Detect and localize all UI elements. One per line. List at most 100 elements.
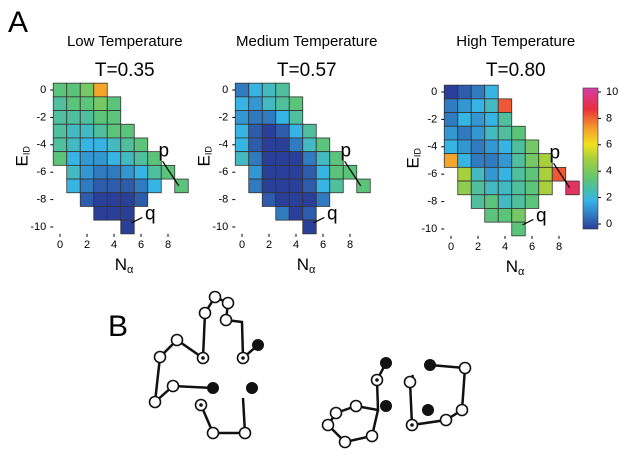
heatmap-cell — [329, 178, 344, 194]
heatmap-cell — [79, 96, 95, 111]
heatmap-cell — [261, 151, 277, 166]
heatmap-cell — [106, 164, 122, 180]
heatmap-cell — [120, 137, 135, 153]
heatmap-cell — [511, 166, 526, 182]
heatmap-cell — [288, 192, 304, 207]
y-axis-label-main: E — [13, 155, 32, 166]
heatmap-cell — [120, 206, 135, 221]
annotation-pointer — [553, 162, 571, 189]
heatmap-cell — [511, 139, 526, 155]
heatmap-cell — [93, 96, 108, 111]
heatmap-cell — [356, 178, 371, 194]
annotation-pointer — [522, 218, 534, 226]
x-tick-label: 4 — [502, 241, 508, 253]
x-tick-label: 6 — [138, 239, 144, 251]
heatmap-cell — [511, 125, 526, 141]
heatmap-cell — [497, 194, 513, 209]
heatmap-cell — [234, 137, 250, 153]
x-tick-label: 6 — [529, 241, 535, 253]
annotation-pointer — [313, 216, 325, 224]
heatmap-cell — [120, 192, 135, 207]
y-tick-label: -10 — [30, 221, 46, 233]
colorbar-tick-label: 0 — [606, 218, 612, 230]
y-axis-label: EID — [195, 146, 214, 167]
heatmap-cell — [288, 164, 304, 180]
heatmap-cell — [302, 164, 317, 180]
heatmap-cell — [457, 180, 472, 196]
conformation-right — [321, 357, 472, 449]
heatmap-cell — [93, 206, 108, 221]
heatmap-cell — [288, 178, 304, 194]
colorbar-tick-label: 2 — [606, 192, 612, 204]
heatmap-cell — [511, 194, 526, 209]
x-axis-label-main: N — [297, 255, 309, 274]
heatmap-cell — [79, 82, 95, 98]
x-tick-label: 4 — [293, 239, 299, 251]
heatmap-cell — [457, 84, 472, 100]
heatmap-cell — [484, 112, 499, 127]
heatmap-cell — [538, 166, 553, 182]
annotation: p — [159, 141, 170, 162]
x-tick-label: 6 — [320, 239, 326, 251]
heatmap-cell — [248, 178, 263, 194]
heatmap-cell — [484, 98, 499, 113]
heatmap-cell — [302, 206, 317, 221]
x-tick-label: 8 — [165, 239, 171, 251]
heatmap-cell — [147, 164, 162, 180]
colorbar-tick-label: 10 — [606, 86, 618, 98]
heatmap-cell — [79, 137, 95, 153]
x-tick-label: 0 — [239, 239, 245, 251]
y-tick-label: 0 — [222, 84, 228, 96]
heatmap-cell — [261, 178, 277, 194]
x-tick-label: 2 — [84, 239, 90, 251]
heatmap-cell — [106, 123, 122, 139]
heatmap-cell — [275, 137, 290, 153]
heatmap-cell — [66, 123, 81, 139]
heatmap-cell — [524, 194, 540, 209]
heatmap-cell — [484, 180, 499, 196]
heatmap-cell — [470, 166, 486, 182]
y-tick-label: -10 — [421, 223, 437, 235]
heatmap-cell — [497, 112, 513, 127]
heatmap-cell — [52, 96, 68, 111]
heatmap-cell — [93, 137, 108, 153]
heatmap-cell — [174, 178, 189, 194]
heatmap-cell — [106, 137, 122, 153]
heatmap-cell — [234, 82, 250, 98]
annotation-pointer — [131, 216, 143, 224]
heatmap-cell — [470, 125, 486, 141]
heatmap-cell — [329, 164, 344, 180]
heatmap-cell — [511, 153, 526, 168]
chart-title: Medium Temperature — [236, 33, 377, 50]
heatmap-cell — [66, 137, 81, 153]
heatmap-cell — [470, 98, 486, 113]
x-tick-label: 0 — [57, 239, 63, 251]
heatmap-cell — [120, 123, 135, 139]
heatmap-cell — [248, 123, 263, 139]
heatmap-cell — [133, 137, 149, 153]
heatmap-cell — [120, 151, 135, 166]
heatmap-cell — [538, 180, 553, 196]
heatmap-cell — [565, 180, 580, 196]
heatmap-cell — [484, 139, 499, 155]
y-tick-label: -10 — [212, 221, 228, 233]
heatmap-cell — [484, 153, 499, 168]
heatmap-cell — [261, 137, 277, 153]
heatmap-cell — [248, 164, 263, 180]
annotation-pointer — [162, 160, 180, 187]
heatmap-cell — [79, 178, 95, 194]
heatmap-cell — [93, 151, 108, 166]
heatmap-cell — [261, 192, 277, 207]
heatmap-cell — [315, 164, 331, 180]
heatmap-cell — [443, 153, 459, 168]
heatmap-cell — [93, 164, 108, 180]
heatmap-cell — [511, 208, 526, 223]
heatmap-cell — [457, 125, 472, 141]
heatmap-cell — [248, 82, 263, 98]
heatmap-cell — [302, 151, 317, 166]
y-tick-label: -8 — [36, 194, 46, 206]
heatmap-cell — [511, 180, 526, 196]
y-tick-label: -8 — [427, 196, 437, 208]
heatmap-cell — [93, 110, 108, 125]
